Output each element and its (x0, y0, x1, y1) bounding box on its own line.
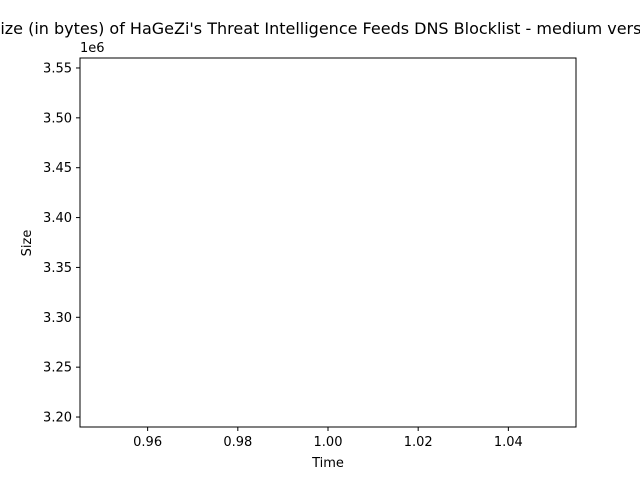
y-tick-label: 3.55 (43, 61, 72, 76)
y-tick-label: 3.20 (43, 411, 72, 426)
x-tick-label: 0.98 (223, 435, 252, 450)
y-axis-label: Size (20, 230, 35, 257)
x-tick-label: 0.96 (133, 435, 162, 450)
chart-title: Size (in bytes) of HaGeZi's Threat Intel… (0, 19, 640, 38)
y-tick-label: 3.45 (43, 161, 72, 176)
y-tick-label: 3.35 (43, 261, 72, 276)
x-axis-label: Time (311, 456, 344, 471)
y-tick-label: 3.50 (43, 111, 72, 126)
axes-frame (79, 57, 577, 428)
y-tick-label: 3.25 (43, 361, 72, 376)
y-axis-offset-label: 1e6 (80, 41, 105, 56)
x-tick-label: 1.04 (494, 435, 523, 450)
x-axis-ticks: 0.96 0.98 1.00 1.02 1.04 (133, 427, 523, 450)
y-tick-label: 3.40 (43, 211, 72, 226)
x-tick-label: 1.02 (404, 435, 433, 450)
y-tick-label: 3.30 (43, 311, 72, 326)
x-tick-label: 1.00 (314, 435, 343, 450)
y-axis-ticks: 3.20 3.25 3.30 3.35 3.40 3.45 3.50 3.55 (43, 61, 80, 426)
